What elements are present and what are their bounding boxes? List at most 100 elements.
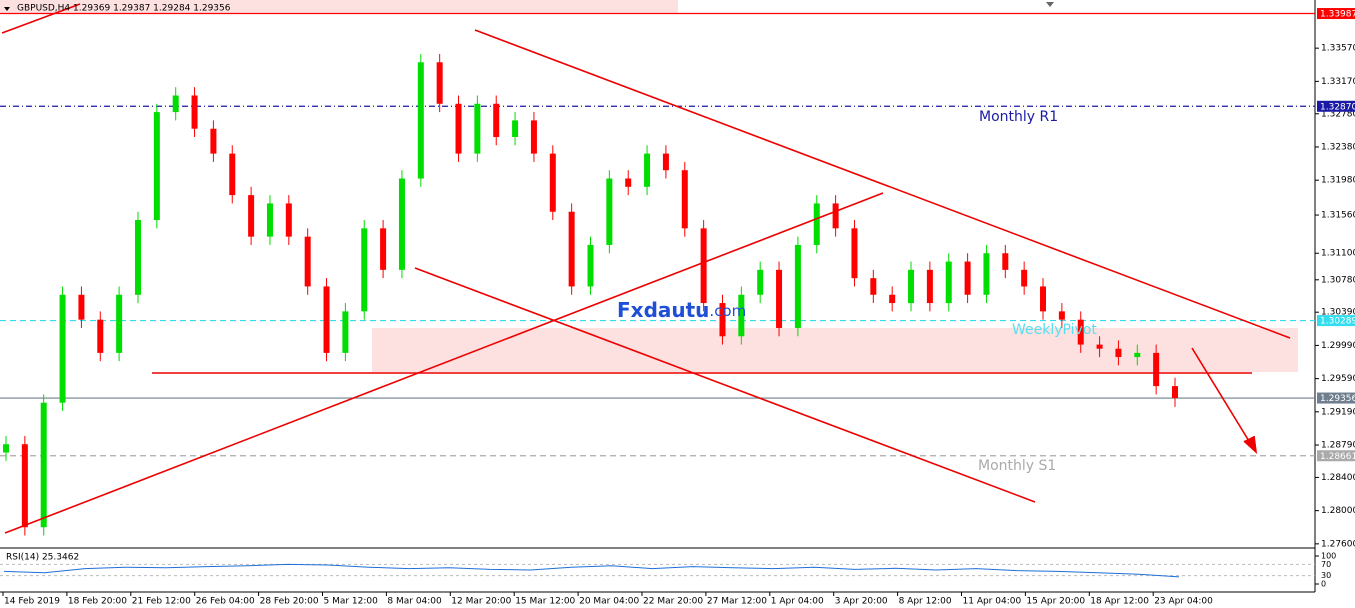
rsi-title: RSI(14) 25.3462 xyxy=(6,553,79,563)
candle-body xyxy=(512,120,519,137)
x-tick-label: 22 Mar 20:00 xyxy=(643,597,703,607)
candle-body xyxy=(606,178,613,245)
level-label: 1.28661 xyxy=(1320,452,1355,462)
x-tick-label: 1 Apr 04:00 xyxy=(771,597,824,607)
rsi-tick-label: 100 xyxy=(1321,552,1336,561)
candle-body xyxy=(474,103,481,154)
y-tick-label: 1.28790 xyxy=(1321,441,1355,451)
candle-body xyxy=(1134,352,1141,358)
candle-body xyxy=(662,153,669,171)
x-tick-label: 15 Apr 20:00 xyxy=(1026,597,1085,607)
candle-body xyxy=(700,228,707,304)
candle-body xyxy=(625,178,632,187)
candle-body xyxy=(1002,253,1009,270)
watermark-suffix: .com xyxy=(709,302,746,320)
annotation: WeeklyPivot xyxy=(1012,322,1097,338)
rsi-line xyxy=(3,563,1180,578)
y-tick-label: 1.31100 xyxy=(1321,249,1355,259)
candle-body xyxy=(870,278,877,295)
x-tick-label: 21 Feb 12:00 xyxy=(132,597,191,607)
candle-body xyxy=(1058,311,1065,320)
level-tag xyxy=(1317,100,1355,112)
candle-body xyxy=(889,294,896,304)
x-tick-label: 26 Feb 04:00 xyxy=(196,597,255,607)
candle-body xyxy=(587,244,594,287)
x-tick-label: 20 Mar 04:00 xyxy=(579,597,639,607)
candle-body xyxy=(323,286,330,353)
candle-body xyxy=(191,95,198,129)
rsi-tick-label: 30 xyxy=(1321,571,1331,580)
candle-body xyxy=(776,269,783,328)
candle-body xyxy=(436,62,443,104)
candle-body xyxy=(248,195,255,237)
x-tick-label: 5 Mar 12:00 xyxy=(324,597,379,607)
rsi-tick-label: 0 xyxy=(1321,580,1326,589)
chart-title: GBPUSD,H4 1.29369 1.29387 1.29284 1.2935… xyxy=(17,4,231,14)
y-tick-label: 1.28000 xyxy=(1321,506,1355,516)
level-tag xyxy=(1317,450,1355,462)
watermark: Fxdautu.com xyxy=(617,298,746,322)
level-tag xyxy=(1317,8,1355,20)
level-tag xyxy=(1317,392,1355,404)
y-tick-label: 1.30390 xyxy=(1321,308,1355,318)
trend-lines xyxy=(1,3,1291,534)
candle-body xyxy=(342,311,349,353)
x-tick-label: 27 Mar 12:00 xyxy=(707,597,767,607)
candle-body xyxy=(964,261,971,295)
candle-body xyxy=(361,228,368,312)
candle-body xyxy=(1040,286,1047,312)
x-tick-label: 8 Mar 04:00 xyxy=(387,597,442,607)
candle-body xyxy=(3,444,9,453)
candle-body xyxy=(644,153,651,187)
candle-body xyxy=(1077,319,1084,345)
x-tick-label: 23 Apr 04:00 xyxy=(1154,597,1213,607)
y-tick-label: 1.29590 xyxy=(1321,374,1355,384)
y-tick-label: 1.28400 xyxy=(1321,473,1355,483)
y-tick-label: 1.32780 xyxy=(1321,109,1355,119)
annotation: Monthly S1 xyxy=(978,458,1056,474)
candle-body xyxy=(1115,348,1122,358)
y-tick-label: 1.33570 xyxy=(1321,44,1355,54)
candle-body xyxy=(719,303,726,337)
header-band xyxy=(0,0,678,13)
x-tick-label: 8 Apr 12:00 xyxy=(899,597,952,607)
candle-body xyxy=(1021,269,1028,287)
candle-body xyxy=(116,294,123,353)
arrow-head xyxy=(1243,435,1258,455)
candle-body xyxy=(738,294,745,337)
x-tick-label: 3 Apr 20:00 xyxy=(835,597,888,607)
level-tag xyxy=(1317,315,1355,327)
y-tick-label: 1.29190 xyxy=(1321,407,1355,417)
y-tick-label: 1.31980 xyxy=(1321,176,1355,186)
trend-line xyxy=(4,192,884,534)
candle-body xyxy=(417,62,424,179)
candle-body xyxy=(681,170,688,229)
plot xyxy=(0,12,1315,536)
trend-line xyxy=(1,3,81,34)
y-tick-label: 1.30780 xyxy=(1321,275,1355,285)
candle-body xyxy=(1096,344,1103,349)
annotation: Monthly R1 xyxy=(979,109,1058,125)
y-tick-label: 1.31560 xyxy=(1321,211,1355,221)
level-label: 1.32870 xyxy=(1320,102,1355,112)
x-tick-label: 11 Apr 04:00 xyxy=(963,597,1022,607)
candle-body xyxy=(21,444,28,528)
candle-body xyxy=(153,112,160,221)
candle-body xyxy=(59,294,66,403)
candle-body xyxy=(97,319,104,353)
level-label: 1.33987 xyxy=(1320,10,1355,20)
candle-body xyxy=(813,203,820,245)
shift-marker xyxy=(1046,2,1054,7)
rsi-tick-label: 70 xyxy=(1321,560,1331,569)
candle-body xyxy=(172,95,179,113)
candle-body xyxy=(851,228,858,279)
candle-body xyxy=(926,269,933,304)
trend-line xyxy=(474,29,1291,339)
candle-body xyxy=(568,211,575,287)
candle-body xyxy=(398,178,405,270)
candle-body xyxy=(304,236,311,287)
candle-body xyxy=(1172,386,1178,399)
